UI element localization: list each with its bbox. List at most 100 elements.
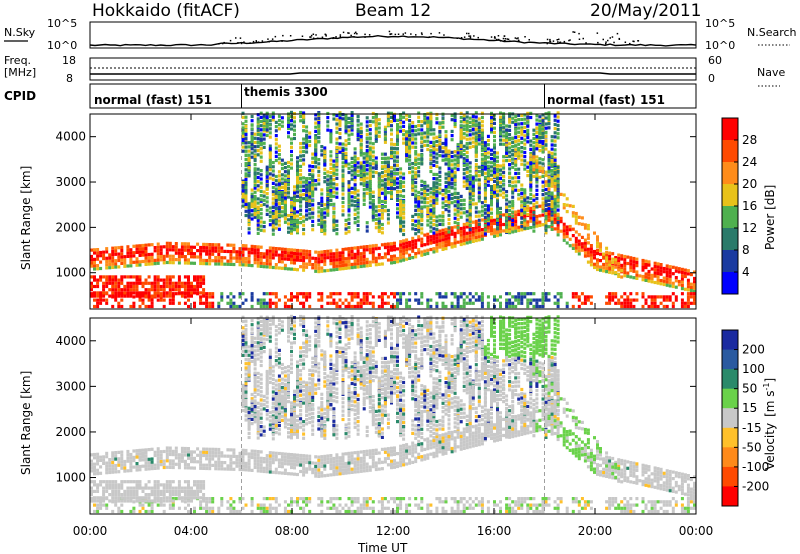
power-cell: [359, 301, 363, 305]
power-cell: [547, 207, 551, 211]
power-cell: [302, 137, 306, 141]
power-cell: [156, 242, 160, 246]
power-cell: [274, 125, 278, 129]
power-cell: [390, 174, 393, 178]
power-cell: [202, 258, 206, 262]
power-cell: [393, 171, 396, 175]
power-cell: [287, 248, 290, 252]
power-cell: [193, 284, 196, 289]
power-cell: [377, 122, 381, 126]
power-cell: [486, 160, 490, 164]
power-cell: [493, 139, 496, 143]
power-cell: [505, 143, 509, 147]
power-cell: [332, 117, 336, 121]
power-cell: [380, 187, 384, 191]
power-cell: [129, 294, 133, 298]
power-cell: [253, 171, 257, 175]
power-cell: [190, 294, 193, 298]
power-cell: [311, 199, 315, 203]
power-cell: [462, 159, 466, 163]
power-cell: [317, 116, 321, 120]
power-cell: [320, 304, 324, 309]
power-cell: [238, 292, 242, 296]
power-cell: [199, 245, 203, 250]
power-cell: [402, 292, 406, 296]
power-cell: [290, 196, 293, 200]
power-cell: [277, 148, 281, 152]
power-cell: [480, 218, 484, 222]
power-cell: [329, 203, 333, 207]
power-cell: [347, 180, 351, 184]
power-cell: [102, 253, 106, 257]
power-cell: [496, 155, 499, 159]
power-cell: [408, 166, 412, 170]
power-cell: [447, 243, 451, 247]
noise-search-point: [546, 38, 549, 41]
power-cell: [502, 159, 506, 163]
power-cell: [444, 176, 448, 180]
power-cell: [290, 201, 293, 205]
power-cell: [274, 183, 278, 187]
power-cell: [550, 147, 554, 151]
power-cell: [456, 163, 460, 167]
power-cell: [326, 120, 330, 124]
power-cell: [108, 262, 112, 267]
power-cell: [165, 275, 169, 279]
power-cell: [347, 137, 351, 141]
power-cell: [386, 242, 390, 246]
power-cell: [220, 259, 224, 263]
power-cell: [271, 228, 275, 232]
power-cell: [256, 167, 260, 171]
power-cell: [308, 191, 312, 196]
power-cell: [299, 216, 303, 221]
power-cell: [480, 134, 484, 138]
power-cell: [386, 118, 390, 122]
power-cell: [183, 291, 187, 295]
power-cell: [253, 163, 257, 167]
noise-search-point: [274, 35, 277, 38]
power-cell: [408, 292, 412, 296]
power-cell: [550, 193, 554, 197]
power-cell: [453, 208, 457, 212]
power-cell: [341, 267, 345, 271]
power-cell: [447, 150, 451, 154]
power-cell: [371, 116, 375, 120]
power-cell: [444, 304, 448, 309]
power-cell: [308, 216, 312, 220]
power-cell: [529, 162, 533, 166]
power-cell: [359, 304, 363, 309]
power-cell: [505, 128, 509, 132]
power-cell: [290, 292, 293, 296]
power-cell: [314, 269, 318, 273]
power-cell: [262, 261, 266, 266]
power-cell: [347, 121, 351, 125]
power-cell: [359, 151, 363, 155]
power-cell: [556, 132, 560, 136]
power-cell: [280, 266, 284, 270]
power-cell: [120, 275, 124, 279]
power-cell: [256, 248, 260, 252]
power-cell: [302, 188, 306, 192]
power-cell: [259, 220, 263, 224]
power-cell: [459, 233, 463, 237]
power-cell: [317, 131, 321, 135]
power-cell: [256, 254, 260, 259]
power-cell: [386, 208, 390, 213]
noise-search-point: [524, 36, 526, 38]
power-cell: [232, 304, 236, 309]
noise-search-point: [237, 42, 239, 44]
power-cell: [177, 284, 181, 289]
power-cell: [553, 198, 557, 202]
power-cell: [535, 162, 539, 166]
power-cell: [393, 142, 396, 147]
power-cell: [335, 168, 339, 172]
power-cell: [483, 192, 487, 196]
noise-search-point: [267, 38, 269, 40]
power-cell: [290, 223, 293, 227]
power-cell: [290, 119, 293, 123]
power-cell: [393, 114, 396, 118]
power-cell: [241, 189, 245, 193]
power-cell: [317, 178, 321, 182]
power-cell: [305, 213, 309, 217]
noise-search-point: [549, 38, 551, 41]
